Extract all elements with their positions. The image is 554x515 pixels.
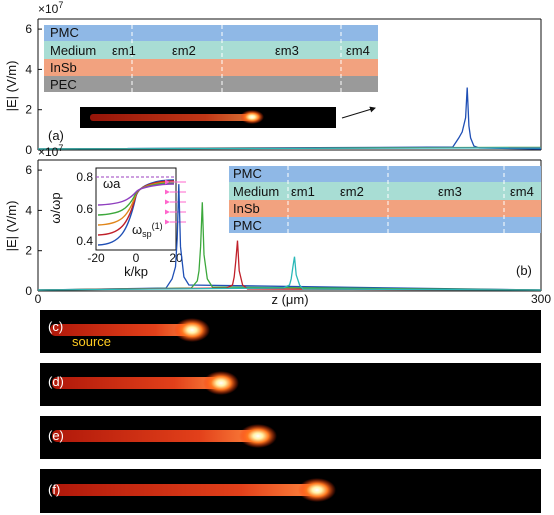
field-image-f: (f) [40, 469, 541, 513]
panel-a-exponent: ×107 [38, 0, 63, 16]
medium-label-em4: εm4 [510, 184, 534, 199]
medium-label-em4: εm4 [346, 43, 370, 58]
panel-a-ytick-4: 4 [25, 62, 32, 76]
panel-b-ytick-4: 4 [25, 203, 32, 217]
panel-b-ytick-0: 0 [25, 284, 32, 298]
panel-f-label: (f) [48, 482, 60, 497]
layer-label-pec: PEC [50, 77, 77, 92]
panel-b-label: (b) [516, 263, 532, 278]
panel-a-label: (a) [48, 128, 64, 143]
medium-label-em1: εm1 [112, 43, 136, 58]
layer-label-pmc-top: PMC [233, 166, 262, 181]
panel-a-ytick-6: 6 [25, 22, 32, 36]
panel-e-label: (e) [48, 428, 64, 443]
layer-label-insb: InSb [233, 201, 260, 216]
layer-pmc-bottom [229, 217, 541, 233]
panel-a-field-image [80, 107, 336, 128]
dispersion-inset: ωa ωsp(1) ω/ωp 0.8 0.6 0.4 -20 0 20 k/kp [48, 167, 186, 279]
x-tick-0: 0 [35, 292, 42, 306]
inset-ytick-0.6: 0.6 [76, 202, 93, 216]
panel-b-ytick-2: 2 [25, 244, 32, 258]
layer-insb [44, 59, 378, 76]
field-image-d: (d) [40, 363, 541, 406]
panel-a-ytick-0: 0 [25, 143, 32, 157]
panel-a-layer-stack: PMC Medium InSb PEC εm1 εm2 εm3 εm4 [44, 25, 378, 92]
layer-pec [44, 76, 378, 92]
inset-ytick-0.8: 0.8 [76, 170, 93, 184]
panel-a-series-0 [38, 87, 541, 150]
panel-b-xlabel: z (μm) [271, 292, 308, 307]
panel-b-ylabel: |E| (V/m) [4, 201, 19, 252]
medium-label-em2: εm2 [172, 43, 196, 58]
panel-c-label: (c) [48, 319, 63, 334]
inset-ytick-0.4: 0.4 [76, 234, 93, 248]
layer-label-medium: Medium [50, 43, 96, 58]
inset-ylabel: ω/ωp [48, 192, 63, 223]
layer-medium [44, 41, 378, 59]
layer-label-pmc: PMC [50, 25, 79, 40]
medium-label-em3: εm3 [438, 184, 462, 199]
inset-xtick-0: 0 [133, 251, 140, 265]
panel-a: 0 2 4 6 ×107 |E| (V/m) PMC Medium InSb PEC … [4, 0, 542, 157]
panel-b-series-3 [38, 256, 541, 291]
panel-b-series-2 [38, 240, 541, 291]
layer-label-insb: InSb [50, 60, 77, 75]
panel-a-pointer-arrow [341, 106, 376, 119]
panel-d-label: (d) [48, 374, 64, 389]
medium-label-em3: εm3 [275, 43, 299, 58]
panel-b-series-0 [38, 184, 541, 291]
x-tick-300: 300 [531, 292, 551, 306]
panel-b: 0 2 4 6 ×107 |E| (V/m) 0 300 z (μm) PMC Med… [4, 143, 551, 307]
inset-xtick-minus20: -20 [87, 251, 105, 265]
inset-xlabel: k/kp [124, 264, 148, 279]
panel-b-exponent: ×107 [38, 143, 63, 159]
panel-b-ytick-6: 6 [25, 163, 32, 177]
layer-pmc [44, 25, 378, 41]
panel-a-ytick-2: 2 [25, 103, 32, 117]
medium-label-em1: εm1 [291, 184, 315, 199]
layer-label-medium: Medium [233, 184, 279, 199]
layer-insb [229, 200, 541, 217]
layer-pmc-top [229, 166, 541, 182]
panel-b-layer-stack: PMC Medium InSb PMC εm1 εm2 εm3 εm4 [229, 166, 541, 233]
panel-a-axes [37, 18, 542, 151]
field-image-c: (c) source [40, 310, 541, 353]
medium-label-em2: εm2 [340, 184, 364, 199]
layer-medium [229, 182, 541, 200]
inset-omega-a: ωa [103, 176, 121, 191]
layer-label-pmc-bottom: PMC [233, 218, 262, 233]
panel-b-series-1 [38, 202, 541, 291]
source-label: source [72, 334, 111, 349]
panel-a-ylabel: |E| (V/m) [4, 61, 19, 112]
field-image-e: (e) [40, 416, 541, 459]
